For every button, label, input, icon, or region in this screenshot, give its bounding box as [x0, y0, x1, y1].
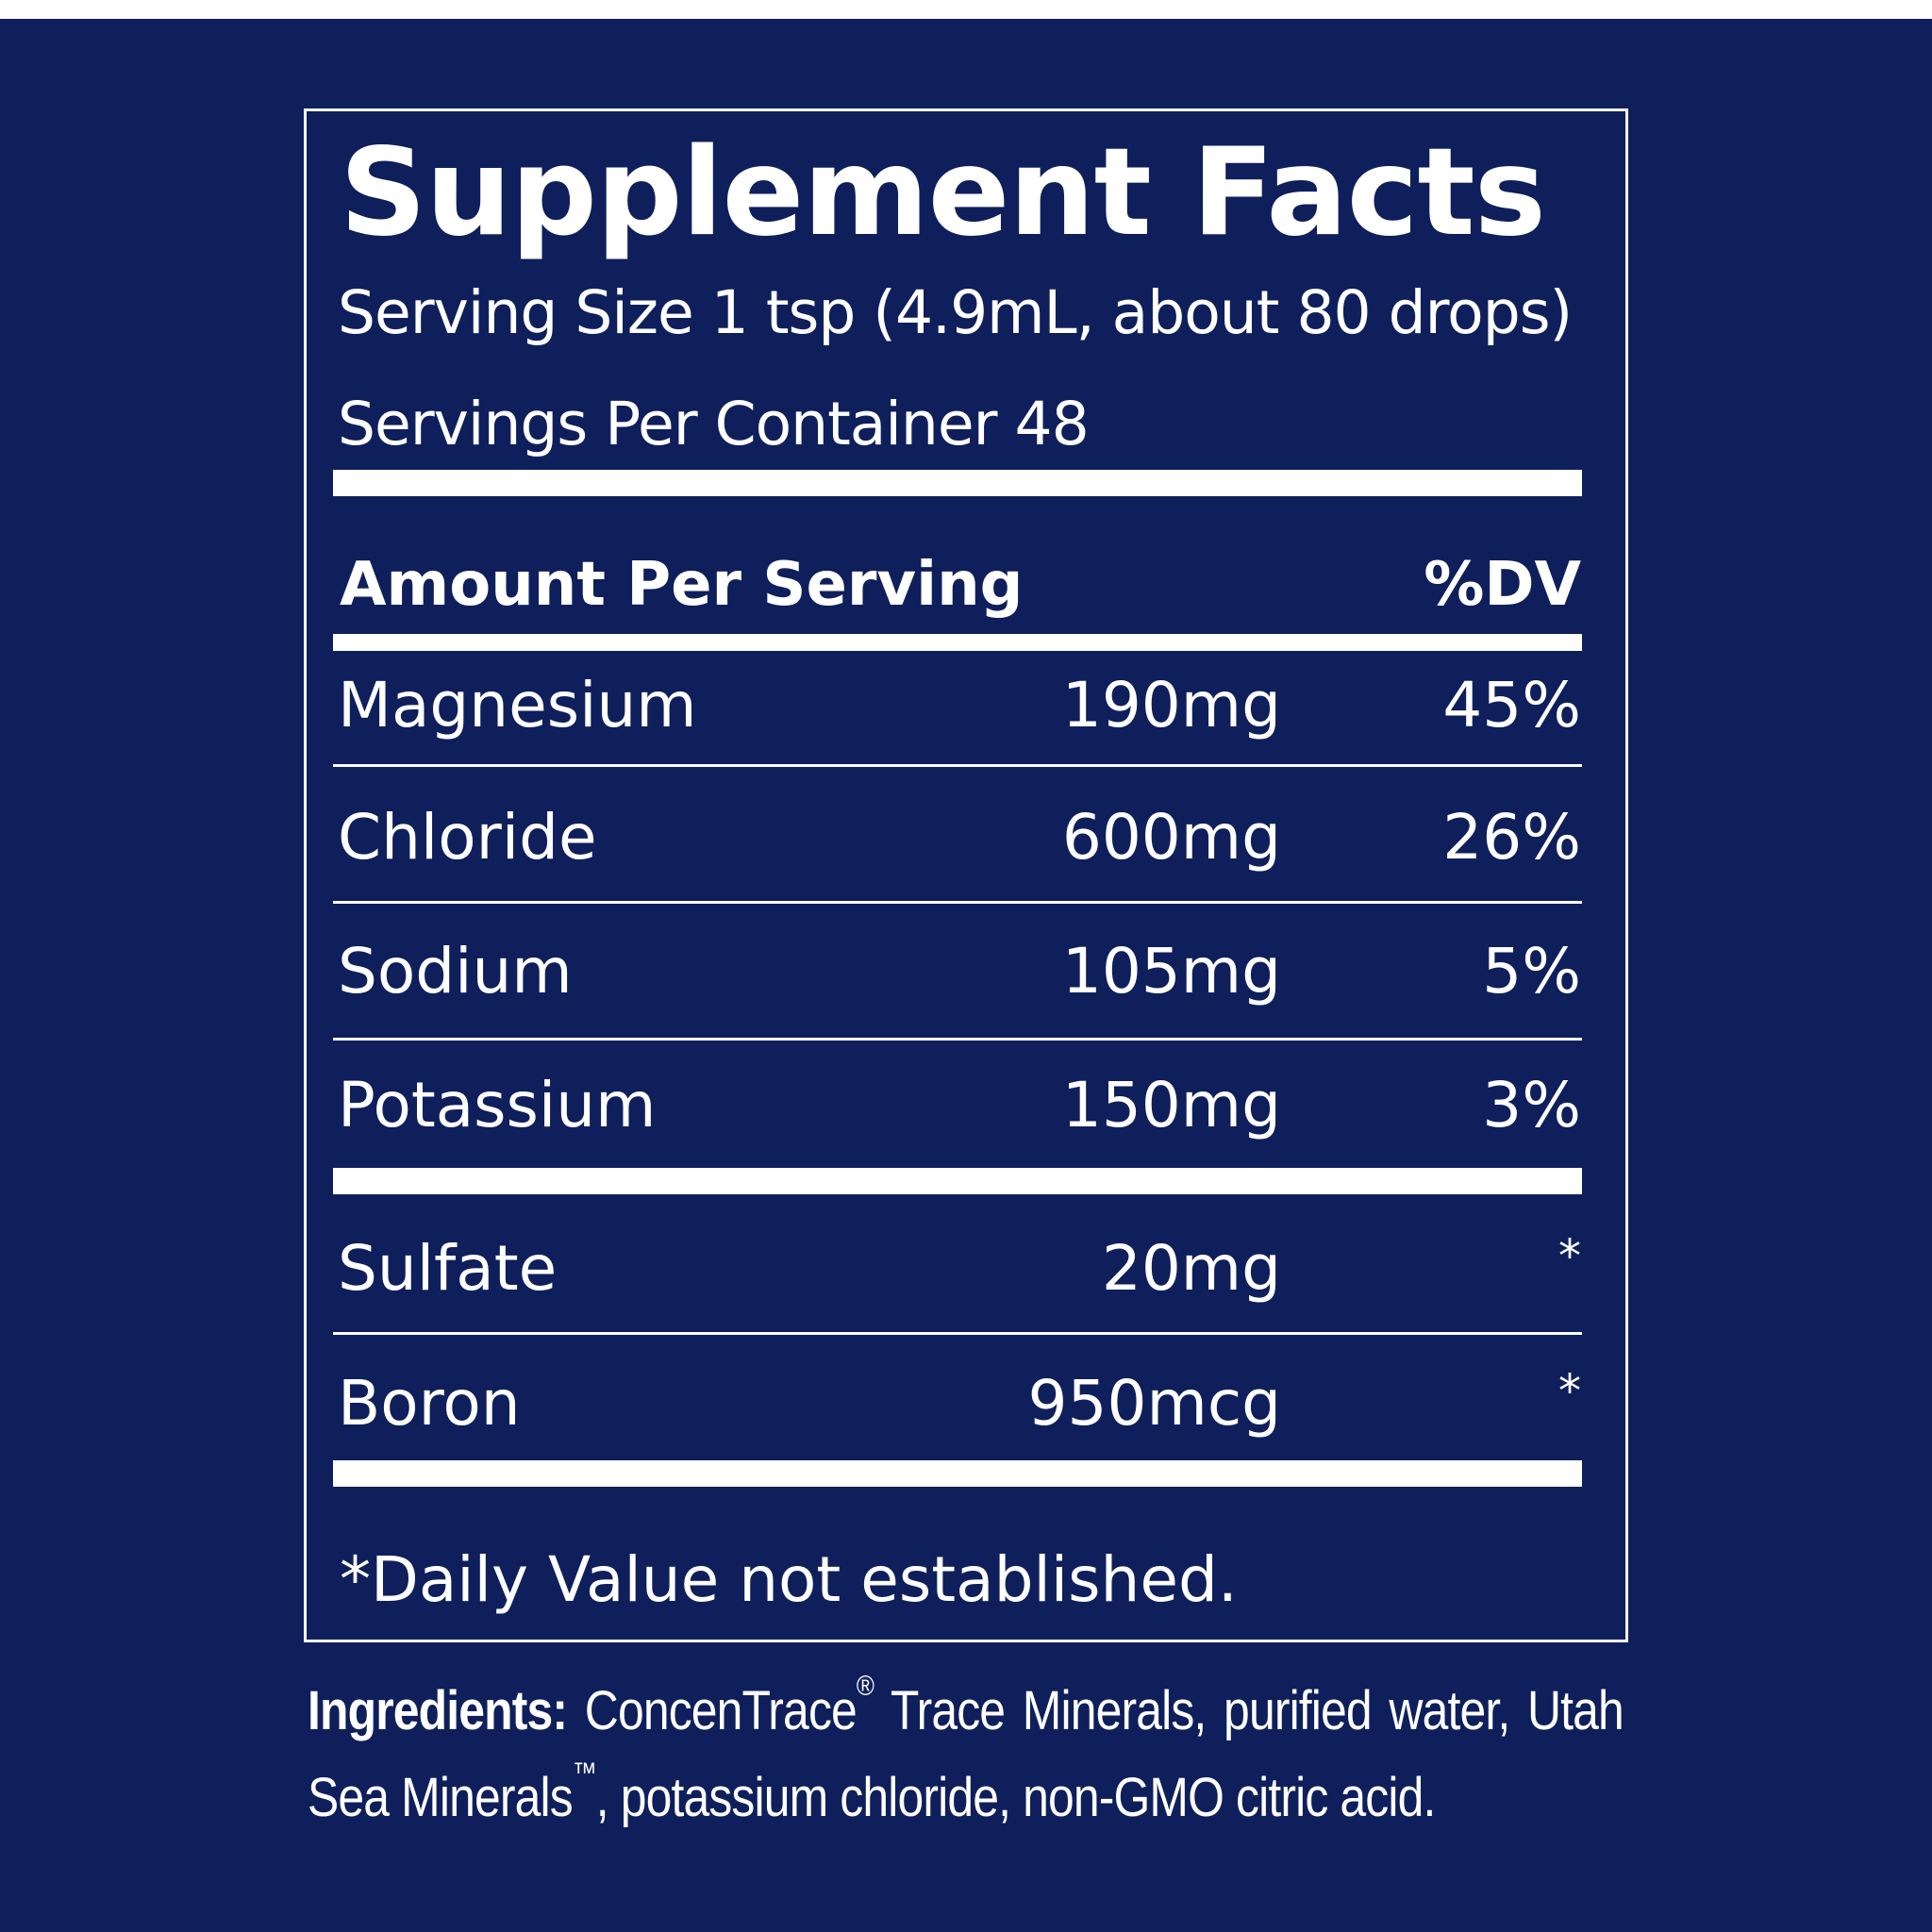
ingredients-text-part3: , potassium chloride, non-GMO citric aci…: [595, 1767, 1437, 1828]
nutrient-amount: 105mg: [1061, 935, 1281, 1008]
ingredients-text-part1: ConcenTrace: [584, 1680, 858, 1741]
row-divider: [333, 1038, 1582, 1041]
nutrient-name: Sodium: [338, 935, 573, 1008]
row-divider: [333, 901, 1582, 904]
divider-thick-bottom: [333, 1460, 1582, 1487]
nutrient-amount: 600mg: [1061, 801, 1281, 874]
label-background: Supplement Facts Serving Size 1 tsp (4.9…: [0, 19, 1932, 1932]
nutrient-amount: 20mg: [1101, 1232, 1281, 1305]
nutrient-dv-asterisk: *: [1558, 1365, 1581, 1418]
divider-header: [333, 634, 1582, 651]
nutrient-dv: 5%: [1482, 935, 1581, 1008]
nutrient-name: Boron: [338, 1367, 521, 1440]
daily-value-footnote: *Daily Value not established.: [340, 1543, 1238, 1616]
servings-per-container: Servings Per Container 48: [338, 390, 1090, 458]
divider-thick-middle: [333, 1168, 1582, 1194]
nutrient-dv-asterisk: *: [1558, 1230, 1581, 1283]
nutrient-amount: 190mg: [1061, 669, 1281, 741]
nutrient-dv: 45%: [1442, 669, 1581, 741]
amount-per-serving-header: Amount Per Serving: [340, 550, 1024, 620]
row-divider: [333, 764, 1582, 767]
divider-thick-top: [333, 470, 1582, 496]
panel-title: Supplement Facts: [340, 123, 1546, 263]
nutrient-dv: 3%: [1482, 1069, 1581, 1141]
nutrient-name: Potassium: [338, 1069, 657, 1141]
serving-size: Serving Size 1 tsp (4.9mL, about 80 drop…: [338, 278, 1573, 347]
daily-value-header: %DV: [1424, 550, 1581, 620]
nutrient-name: Magnesium: [338, 669, 697, 741]
registered-trademark-symbol: ®: [856, 1671, 874, 1702]
nutrient-name: Chloride: [338, 801, 597, 874]
trademark-symbol: ™: [572, 1757, 597, 1789]
ingredients-text-part2: Trace Minerals, purified water, Utah Sea…: [308, 1680, 1624, 1828]
nutrient-amount: 950mcg: [1027, 1367, 1281, 1440]
row-divider: [333, 1332, 1582, 1335]
nutrient-dv: 26%: [1442, 801, 1581, 874]
nutrient-amount: 150mg: [1061, 1069, 1281, 1141]
ingredients-label: Ingredients:: [308, 1680, 568, 1741]
nutrient-name: Sulfate: [338, 1232, 558, 1305]
supplement-facts-panel: [304, 108, 1628, 1642]
ingredients-statement: Ingredients: ConcenTrace® Trace Minerals…: [308, 1668, 1624, 1841]
